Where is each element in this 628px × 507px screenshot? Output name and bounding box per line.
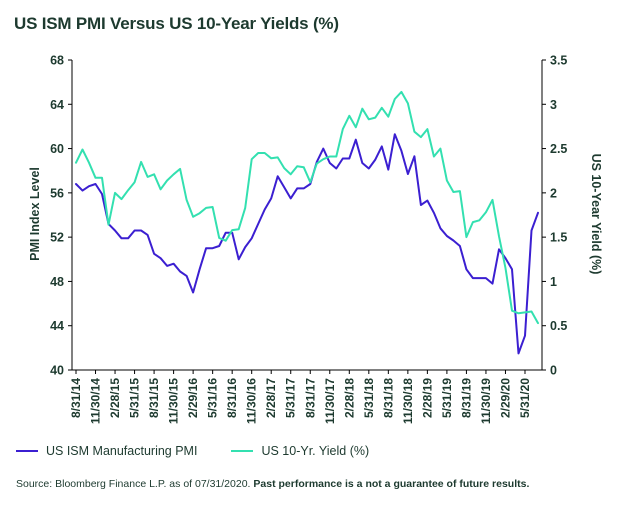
y-tick-label-right: 1.5 (550, 231, 567, 245)
source-note: Source: Bloomberg Finance L.P. as of 07/… (16, 478, 529, 490)
y-tick-label-right: 3.5 (550, 54, 567, 68)
x-tick-label: 11/30/16 (245, 378, 259, 424)
legend-item-pmi: US ISM Manufacturing PMI (16, 444, 197, 458)
series-line-yield (75, 90, 539, 325)
series-layer (75, 90, 539, 355)
y-tick-label-left: 56 (50, 186, 64, 200)
x-tick-label: 11/30/18 (401, 378, 415, 424)
x-tick-label: 8/31/16 (225, 378, 239, 418)
x-tick-label: 5/31/20 (518, 378, 532, 418)
x-tick-label: 2/28/17 (264, 378, 278, 418)
chart-title: US ISM PMI Versus US 10-Year Yields (%) (14, 14, 339, 33)
legend-item-yield: US 10-Yr. Yield (%) (231, 444, 369, 458)
x-tick-label: 11/30/15 (167, 378, 181, 424)
y-tick-label-left: 40 (50, 364, 64, 378)
disclaimer-text: Past performance is a not a guarantee of… (253, 478, 530, 490)
x-tick-label: 2/29/20 (498, 378, 512, 418)
x-tick-label: 5/31/16 (206, 378, 220, 418)
x-tick-label: 2/28/18 (342, 378, 356, 418)
x-tick-label: 8/31/19 (459, 378, 473, 418)
y-tick-label-right: 0.5 (550, 319, 567, 333)
y-axis-label-left: PMI Index Level (28, 167, 42, 261)
x-tick-label: 5/31/15 (128, 378, 142, 418)
x-tick-label: 11/30/17 (323, 378, 337, 424)
x-tick-label: 8/31/15 (147, 378, 161, 418)
axes-layer: 40 44 48 52 56 60 64 68 0 0.5 1 1.5 2 2.5 3 3.5 8/31/14 1… (50, 54, 567, 425)
x-tick-label: 8/31/14 (69, 378, 83, 418)
y-tick-label-left: 64 (50, 98, 64, 112)
x-tick-label: 11/30/14 (89, 378, 103, 424)
y-tick-label-right: 3 (550, 98, 557, 112)
legend-label-yield: US 10-Yr. Yield (%) (261, 444, 370, 458)
x-tick-label: 5/31/19 (440, 378, 454, 418)
x-tick-label: 8/31/18 (381, 378, 395, 418)
x-tick-label: 5/31/17 (284, 378, 298, 418)
x-tick-label: 8/31/17 (303, 378, 317, 418)
y-tick-label-left: 60 (50, 142, 64, 156)
y-tick-label-left: 68 (50, 54, 64, 68)
y-tick-label-right: 2 (550, 186, 557, 200)
chart-plot: 40 44 48 52 56 60 64 68 0 0.5 1 1.5 2 2.5 3 3.5 8/31/14 1… (28, 54, 603, 425)
x-tick-label: 2/28/19 (420, 378, 434, 418)
y-tick-label-left: 48 (50, 275, 64, 289)
chart-legend: US ISM Manufacturing PMI US 10-Yr. Yield… (16, 444, 403, 458)
legend-label-pmi: US ISM Manufacturing PMI (46, 444, 198, 458)
y-tick-label-right: 1 (550, 275, 557, 289)
x-tick-label: 11/30/19 (479, 378, 493, 424)
x-tick-label: 2/28/15 (108, 378, 122, 418)
y-tick-label-left: 52 (50, 231, 64, 245)
y-tick-label-left: 44 (50, 319, 64, 333)
y-axis-label-right: US 10-Year Yield (%) (589, 154, 603, 275)
x-tick-label: 5/31/18 (362, 378, 376, 418)
y-tick-label-right: 0 (550, 364, 557, 378)
legend-swatch-yield (231, 450, 254, 452)
legend-swatch-pmi (16, 450, 38, 452)
series-line-pmi (75, 133, 539, 355)
y-tick-label-right: 2.5 (550, 142, 567, 156)
source-text: Source: Bloomberg Finance L.P. as of 07/… (16, 478, 251, 490)
x-tick-label: 2/29/16 (186, 378, 200, 418)
